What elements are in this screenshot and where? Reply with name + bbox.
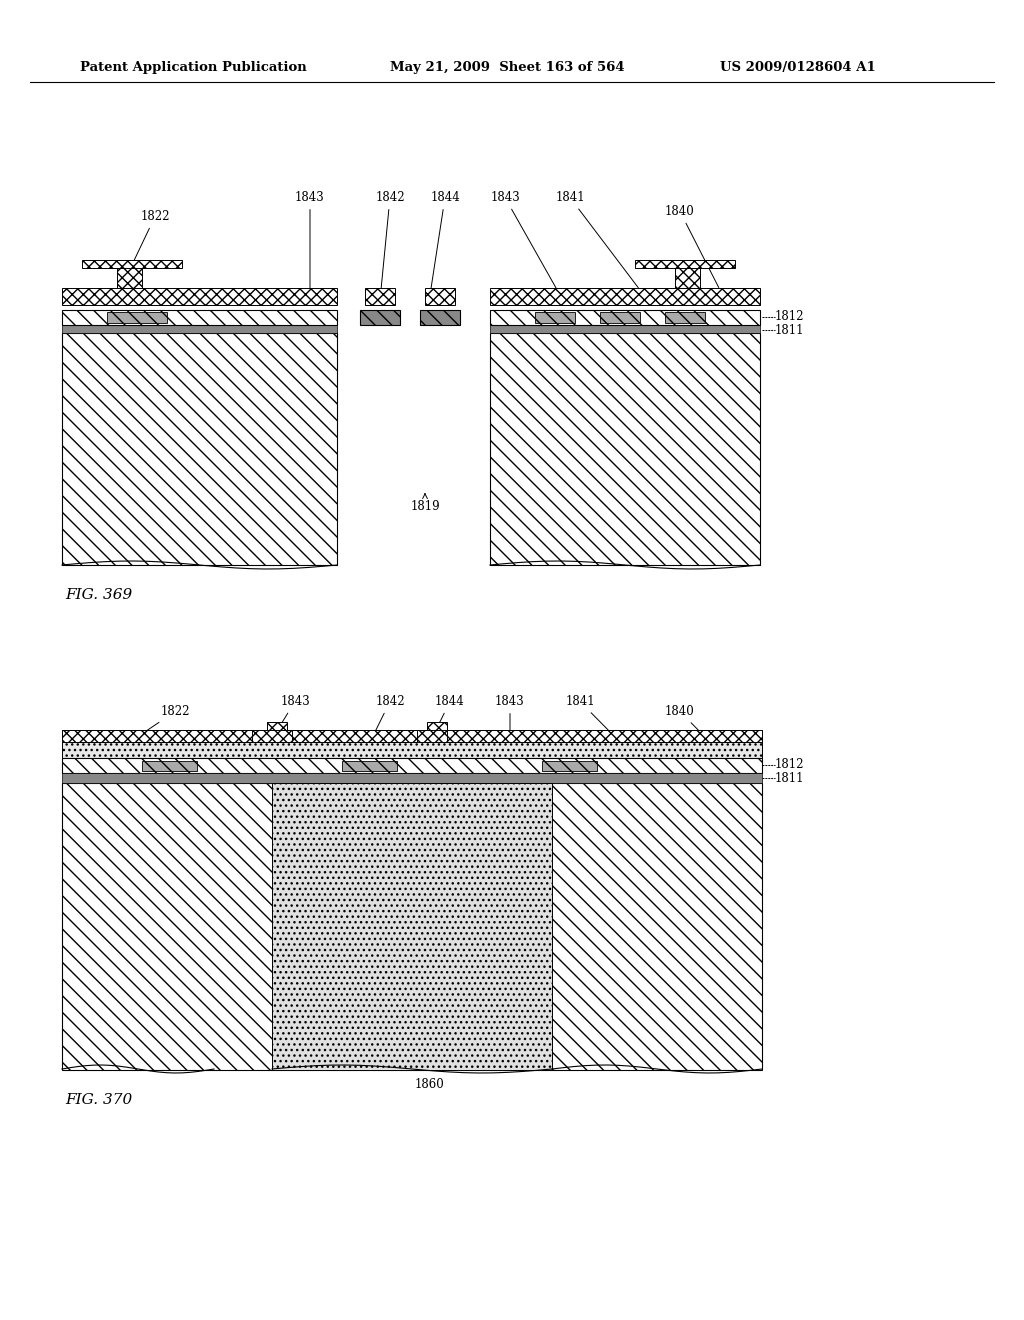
Bar [62,730,762,742]
Bar [62,758,762,774]
Bar [62,774,762,783]
Bar [665,312,705,323]
Text: 1842: 1842 [375,191,404,297]
Bar [106,312,167,323]
Bar [490,288,760,305]
Bar [490,333,760,565]
Text: 1841: 1841 [565,696,618,741]
Bar [490,310,760,325]
Text: 1843: 1843 [271,696,310,739]
Bar [427,722,447,730]
Bar [425,288,455,305]
Bar [292,730,417,742]
Bar [360,310,400,325]
Text: FIG. 370: FIG. 370 [65,1093,132,1107]
Text: 1843: 1843 [496,696,525,739]
Text: 1841: 1841 [555,191,638,288]
Text: 1843: 1843 [490,191,559,293]
Bar [62,310,337,325]
Text: 1812: 1812 [775,310,805,323]
Text: 1812: 1812 [775,759,805,771]
Text: 1811: 1811 [775,771,805,784]
Text: 1842: 1842 [372,696,404,739]
Text: 1822: 1822 [121,210,170,288]
Text: 1840: 1840 [666,205,719,288]
Text: May 21, 2009  Sheet 163 of 564: May 21, 2009 Sheet 163 of 564 [390,62,625,74]
Bar [490,325,760,333]
Text: 1843: 1843 [295,191,325,292]
Text: 1840: 1840 [666,705,708,741]
Bar [62,333,337,565]
Text: 1844: 1844 [430,191,460,292]
Text: 1819: 1819 [411,494,440,513]
Text: 1822: 1822 [132,705,189,741]
Bar [62,288,337,305]
Text: 1811: 1811 [775,323,805,337]
Bar [142,762,197,771]
Bar [447,730,762,742]
Bar [420,310,460,325]
Text: 1844: 1844 [431,696,465,739]
Bar [342,762,397,771]
Bar [267,722,287,730]
Bar [62,730,252,742]
Text: 1860: 1860 [415,1078,444,1092]
Bar [82,260,182,268]
Bar [117,268,142,288]
Text: US 2009/0128604 A1: US 2009/0128604 A1 [720,62,876,74]
Text: FIG. 369: FIG. 369 [65,587,132,602]
Text: Patent Application Publication: Patent Application Publication [80,62,307,74]
Bar [62,325,337,333]
Bar [272,783,552,1071]
Bar [535,312,575,323]
Bar [62,742,762,758]
Bar [365,288,395,305]
Bar [62,783,762,1071]
Bar [600,312,640,323]
Bar [675,268,700,288]
Bar [542,762,597,771]
Bar [635,260,735,268]
